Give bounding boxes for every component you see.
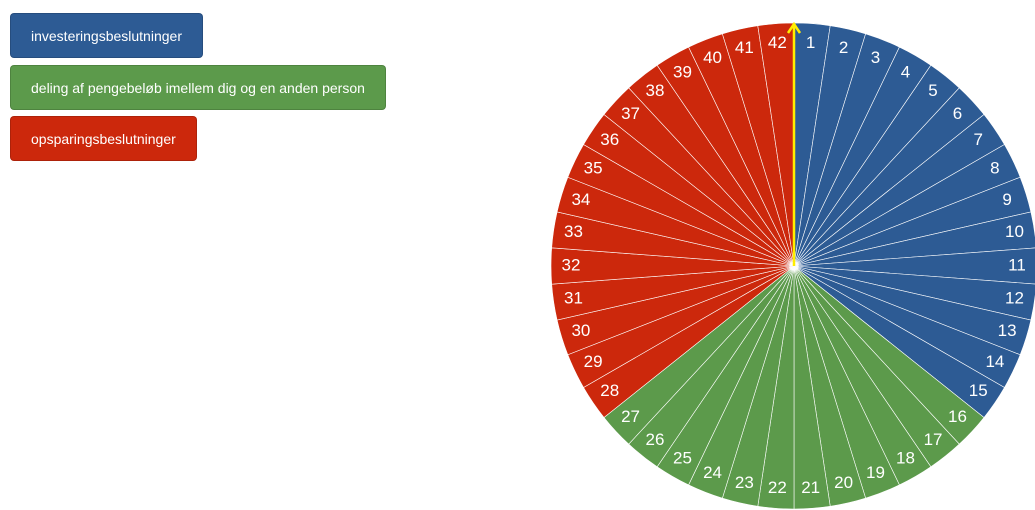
segment-label: 6 xyxy=(953,104,962,123)
segment-label: 34 xyxy=(571,190,590,209)
segment-label: 35 xyxy=(584,159,603,178)
segment-label: 28 xyxy=(600,381,619,400)
segment-label: 41 xyxy=(735,38,754,57)
segment-label: 16 xyxy=(948,407,967,426)
segment-label: 18 xyxy=(896,449,915,468)
segment-label: 10 xyxy=(1005,222,1024,241)
segment-label: 5 xyxy=(928,81,937,100)
category-button[interactable]: investeringsbeslutninger xyxy=(10,13,203,58)
segment-label: 20 xyxy=(834,473,853,492)
segment-label: 23 xyxy=(735,473,754,492)
segment-label: 7 xyxy=(974,130,983,149)
segment-label: 3 xyxy=(871,48,880,67)
segment-label: 39 xyxy=(673,62,692,81)
wheel-segment xyxy=(793,211,1035,267)
segment-label: 31 xyxy=(564,289,583,308)
pointer-head xyxy=(786,21,802,34)
segment-label: 9 xyxy=(1002,190,1011,209)
segment-label: 11 xyxy=(1008,255,1026,274)
segment-label: 37 xyxy=(621,104,640,123)
segment-label: 25 xyxy=(673,449,692,468)
segment-label: 4 xyxy=(901,62,910,81)
segment-label: 24 xyxy=(703,463,722,482)
segment-label: 19 xyxy=(866,463,885,482)
segment-label: 8 xyxy=(990,159,999,178)
segment-label: 15 xyxy=(969,381,988,400)
segment-label: 29 xyxy=(584,352,603,371)
segment-label: 36 xyxy=(600,130,619,149)
segment-label: 1 xyxy=(806,33,815,52)
category-button[interactable]: deling af pengebeløb imellem dig og en a… xyxy=(10,65,386,110)
segment-label: 38 xyxy=(646,81,665,100)
segment-label: 42 xyxy=(768,33,787,52)
segment-label: 13 xyxy=(998,321,1017,340)
segment-label: 30 xyxy=(571,321,590,340)
segment-label: 12 xyxy=(1005,289,1024,308)
segment-label: 40 xyxy=(703,48,722,67)
segment-label: 22 xyxy=(768,478,787,497)
segment-label: 32 xyxy=(562,255,581,274)
segment-label: 17 xyxy=(924,430,943,449)
segment-label: 26 xyxy=(646,430,665,449)
segment-label: 2 xyxy=(839,38,848,57)
wheel-segment xyxy=(793,247,1035,285)
segment-label: 14 xyxy=(985,352,1004,371)
segment-label: 21 xyxy=(801,478,820,497)
segment-label: 27 xyxy=(621,407,640,426)
segment-label: 33 xyxy=(564,222,583,241)
category-button[interactable]: opsparingsbeslutninger xyxy=(10,116,197,161)
